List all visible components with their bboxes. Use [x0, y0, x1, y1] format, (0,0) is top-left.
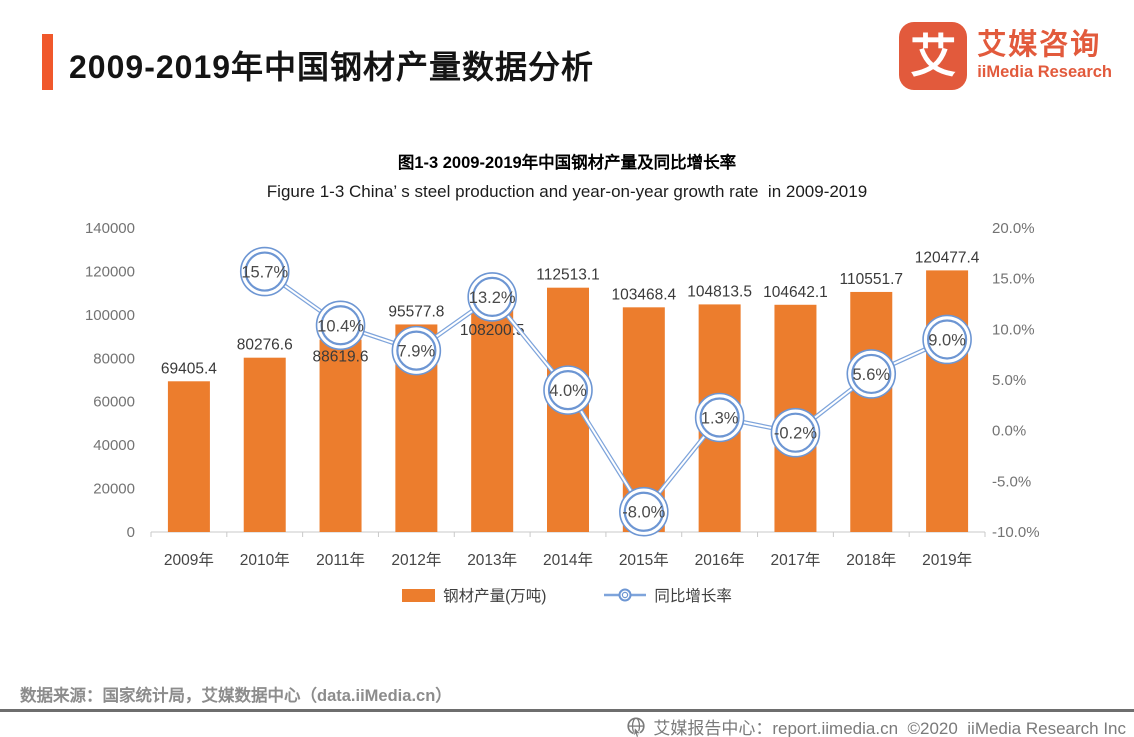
growth-marker — [320, 305, 361, 346]
bar-value-label: 88619.6 — [313, 349, 369, 366]
growth-marker — [699, 397, 740, 438]
legend-item-production: 钢材产量(万吨) — [402, 584, 546, 606]
x-axis-label-2016年: 2016年 — [695, 551, 745, 569]
legend-label-production: 钢材产量(万吨) — [443, 588, 547, 605]
logo-name-en: iiMedia Research — [977, 62, 1112, 81]
footer: 艾媒报告中心：report.iimedia.cn ©2020 iiMedia R… — [625, 714, 1126, 737]
bar-value-label: 120477.4 — [915, 249, 980, 266]
x-axis-label-2012年: 2012年 — [391, 551, 441, 569]
x-axis-label-2015年: 2015年 — [619, 551, 669, 569]
left-axis-tick: 0 — [127, 524, 135, 541]
growth-line — [263, 269, 949, 516]
bar-value-label: 103468.4 — [611, 286, 676, 303]
steel-production-chart: 0 20000 40000 60000 80000 100000 120000 140000 -… — [85, 220, 1040, 569]
growth-marker — [244, 251, 285, 292]
chart-legend: 钢材产量(万吨) 同比增长率 — [0, 584, 1134, 606]
iimedia-logo: 艾 艾媒咨询 iiMedia Research — [899, 22, 1112, 90]
chart-title-en: Figure 1-3 China’ s steel production and… — [266, 182, 868, 201]
growth-value-label: 13.2% — [469, 289, 516, 307]
x-axis-label-2010年: 2010年 — [240, 551, 290, 569]
x-axis-label-2018年: 2018年 — [846, 551, 896, 569]
bar-value-label: 104813.5 — [687, 283, 752, 300]
growth-marker — [623, 491, 664, 532]
left-axis-tick: 120000 — [85, 263, 135, 280]
left-axis-tick: 40000 — [93, 437, 135, 454]
x-axis-label-2013年: 2013年 — [467, 551, 517, 569]
right-axis-tick: 15.0% — [992, 271, 1035, 288]
x-axis-label-2019年: 2019年 — [922, 551, 972, 569]
line-series-marker-icon — [604, 588, 647, 602]
bar-2018年 — [850, 291, 893, 532]
page-title: 2009-2019年中国钢材产量数据分析 — [69, 49, 595, 85]
x-axis-label-2011年: 2011年 — [316, 551, 365, 569]
left-axis-tick: 20000 — [93, 481, 135, 498]
iimedia-logo-icon: 艾 — [899, 22, 968, 90]
footer-text: 艾媒报告中心：report.iimedia.cn ©2020 iiMedia R… — [653, 719, 1126, 737]
bar-2011年 — [319, 339, 362, 532]
growth-value-label: 10.4% — [317, 317, 364, 335]
right-axis-tick: 0.0% — [992, 423, 1026, 440]
bar-value-label: 80276.6 — [237, 337, 293, 354]
right-axis-tick: 5.0% — [992, 372, 1026, 389]
legend-label-growth: 同比增长率 — [654, 588, 732, 605]
legend-item-growth: 同比增长率 — [604, 584, 732, 606]
bar-value-label: 112513.1 — [536, 267, 600, 284]
right-axis-tick: 20.0% — [992, 220, 1035, 237]
bar-value-label: 108200.5 — [460, 322, 525, 339]
bar-value-label: 69405.4 — [161, 360, 217, 377]
left-axis-tick: 100000 — [85, 307, 135, 324]
growth-value-label: 9.0% — [928, 331, 966, 349]
bar-series-swatch — [402, 588, 436, 602]
growth-line-core — [264, 270, 948, 514]
growth-marker — [926, 319, 968, 360]
right-axis-tick: -5.0% — [992, 473, 1031, 490]
growth-marker — [851, 353, 892, 395]
growth-value-label: 7.9% — [398, 343, 436, 361]
logo-text: 艾媒咨询 iiMedia Research — [977, 29, 1112, 82]
bar-2013年 — [471, 297, 514, 532]
data-source-note: 数据来源：国家统计局，艾媒数据中心（data.iiMedia.cn） — [20, 687, 452, 705]
bar-2019年 — [926, 270, 969, 532]
bar-value-label: 104642.1 — [763, 284, 828, 301]
growth-value-label: 1.3% — [701, 409, 739, 427]
bar-value-label: 110551.7 — [840, 271, 904, 288]
bar-value-label: 95577.8 — [388, 303, 444, 320]
growth-value-label: 4.0% — [549, 382, 587, 400]
chart-title-cn: 图1-3 2009-2019年中国钢材产量及同比增长率 — [397, 154, 737, 172]
growth-marker — [472, 276, 513, 318]
x-axis-label-2017年: 2017年 — [770, 551, 820, 569]
growth-value-label: -8.0% — [622, 504, 665, 522]
x-axis-label-2009年: 2009年 — [164, 551, 214, 569]
growth-value-label: -0.2% — [774, 425, 817, 443]
right-axis-tick: 10.0% — [992, 321, 1035, 338]
growth-value-label: 5.6% — [852, 366, 890, 384]
bar-2010年 — [243, 357, 286, 532]
left-axis-tick: 80000 — [93, 350, 135, 367]
left-axis-tick: 60000 — [93, 394, 135, 411]
x-axis-label-2014年: 2014年 — [543, 551, 593, 569]
right-axis-tick: -10.0% — [992, 524, 1040, 541]
bar-2009年 — [167, 381, 210, 532]
growth-marker — [396, 330, 437, 371]
logo-glyph: 艾 — [910, 30, 957, 82]
globe-cursor-icon — [627, 716, 645, 737]
footer-divider — [0, 709, 1134, 712]
title-accent-bar — [42, 34, 53, 90]
left-axis-tick: 140000 — [85, 220, 135, 237]
growth-value-label: 15.7% — [241, 264, 288, 282]
growth-marker — [775, 412, 816, 453]
logo-name-cn: 艾媒咨询 — [977, 29, 1102, 62]
growth-marker — [547, 370, 589, 411]
